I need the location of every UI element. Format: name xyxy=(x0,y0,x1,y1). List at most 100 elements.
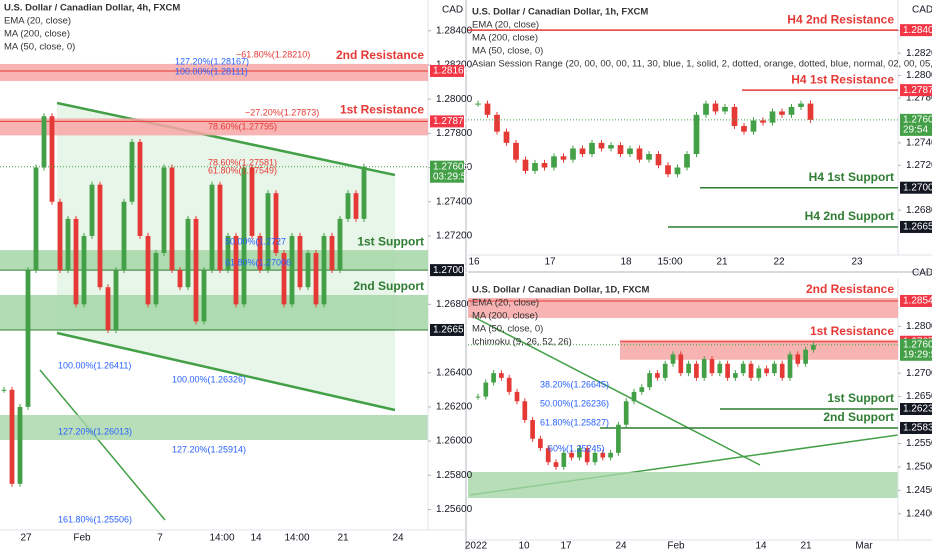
x-tick-label: 27 xyxy=(20,533,32,544)
candle xyxy=(541,163,548,168)
candle xyxy=(756,368,762,378)
fib-label: 78.60%(1.27581) xyxy=(208,157,277,167)
candle xyxy=(655,373,660,378)
level-zone xyxy=(0,118,428,136)
y-tick-label: 1.28000 xyxy=(436,94,473,105)
indicator-legend: MA (50, close, 0) xyxy=(4,42,75,53)
candle xyxy=(787,354,793,378)
candle xyxy=(265,193,271,271)
y-tick-label: 1.28200 xyxy=(906,48,932,59)
price-tag xyxy=(900,24,932,37)
candle xyxy=(665,165,671,175)
candle xyxy=(522,401,528,421)
y-tick-label: 1.27400 xyxy=(436,196,473,207)
candle xyxy=(631,391,637,402)
candle xyxy=(281,253,287,305)
fib-label: 61.80%(1.25827) xyxy=(540,417,609,427)
candle xyxy=(475,103,481,105)
indicator-legend: MA (200, close) xyxy=(4,29,70,40)
candle xyxy=(233,235,239,305)
candle xyxy=(686,363,691,374)
x-tick-label: 14 xyxy=(755,541,767,550)
fib-label: 60%(1.25245) xyxy=(548,443,605,453)
candle xyxy=(201,270,207,322)
candle xyxy=(733,373,738,378)
candle xyxy=(764,368,769,374)
x-tick-label: 14 xyxy=(250,533,262,544)
price-tag xyxy=(900,421,932,434)
indicator-legend: EMA (20, close) xyxy=(4,16,71,27)
candle xyxy=(600,452,606,458)
fib-label: 127.20%(1.28167) xyxy=(175,56,249,66)
candle xyxy=(25,270,31,407)
currency: CAD xyxy=(912,268,932,279)
price-tag-label: 1.26650 xyxy=(903,222,932,233)
price-tag-label: 1.28540 xyxy=(903,296,932,307)
candle xyxy=(353,193,359,219)
candle xyxy=(273,193,279,254)
y-tick-label: 1.25800 xyxy=(436,470,473,481)
candle xyxy=(494,114,500,132)
last-price-tag xyxy=(900,113,932,136)
candle xyxy=(701,359,707,378)
candle xyxy=(750,120,757,132)
currency: CAD xyxy=(912,5,932,16)
price-tag-label: 1.26650 xyxy=(433,325,470,336)
candle xyxy=(694,363,699,378)
indicator-legend: Asian Session Range (20, 00, 00, 00, 11,… xyxy=(472,59,932,70)
candle xyxy=(741,126,747,132)
countdown: 29:54 xyxy=(903,125,928,136)
indicator-legend: MA (50, close, 0) xyxy=(472,324,543,335)
candle xyxy=(483,382,489,397)
candle xyxy=(506,377,512,392)
level-zone xyxy=(620,339,898,360)
candle xyxy=(598,142,605,149)
candle xyxy=(589,142,595,155)
chart-title: U.S. Dollar / Canadian Dollar, 4h, FXCM xyxy=(4,3,180,14)
candle xyxy=(779,363,785,378)
candle xyxy=(225,235,231,271)
candle xyxy=(748,363,754,378)
candle xyxy=(484,103,491,115)
price-tag-label: 1.27000 xyxy=(903,182,932,193)
price-tag xyxy=(430,264,464,277)
y-tick-label: 1.26000 xyxy=(436,436,473,447)
candle xyxy=(545,448,551,463)
countdown: 19:29:54 xyxy=(903,349,932,360)
candle xyxy=(662,363,668,378)
trendline xyxy=(469,314,761,466)
x-tick-label: 7 xyxy=(157,533,163,544)
fib-label: 100.00%(1.26411) xyxy=(58,360,131,370)
price-tag xyxy=(430,64,464,77)
level-zone xyxy=(0,294,428,330)
candle xyxy=(49,116,55,202)
y-tick-label: 1.25000 xyxy=(906,462,932,473)
candle xyxy=(639,387,645,392)
x-tick-label: Feb xyxy=(73,533,91,544)
price-tag xyxy=(900,294,932,307)
candle xyxy=(185,218,191,288)
candle xyxy=(105,287,111,330)
candle xyxy=(33,167,39,271)
candle xyxy=(217,184,223,271)
candle xyxy=(798,103,804,107)
indicator-legend: MA (200, close) xyxy=(472,311,538,322)
candle xyxy=(249,167,255,236)
candle xyxy=(514,391,520,402)
y-tick-label: 1.26800 xyxy=(906,205,932,216)
candle xyxy=(9,389,15,484)
fib-label: 61.80%(1.27549) xyxy=(208,165,277,175)
level-label: 1st Support xyxy=(357,234,424,248)
price-tag-label: 1.25830 xyxy=(903,423,932,434)
candle xyxy=(592,452,598,463)
candle xyxy=(257,235,263,271)
candle xyxy=(636,148,643,160)
candle xyxy=(522,159,529,171)
candle xyxy=(289,235,295,305)
candle xyxy=(129,141,135,202)
y-tick-label: 1.26800 xyxy=(436,299,473,310)
candle xyxy=(608,145,614,149)
candle xyxy=(113,270,119,330)
level-label: H4 2nd Support xyxy=(805,209,894,223)
candle xyxy=(17,406,23,484)
